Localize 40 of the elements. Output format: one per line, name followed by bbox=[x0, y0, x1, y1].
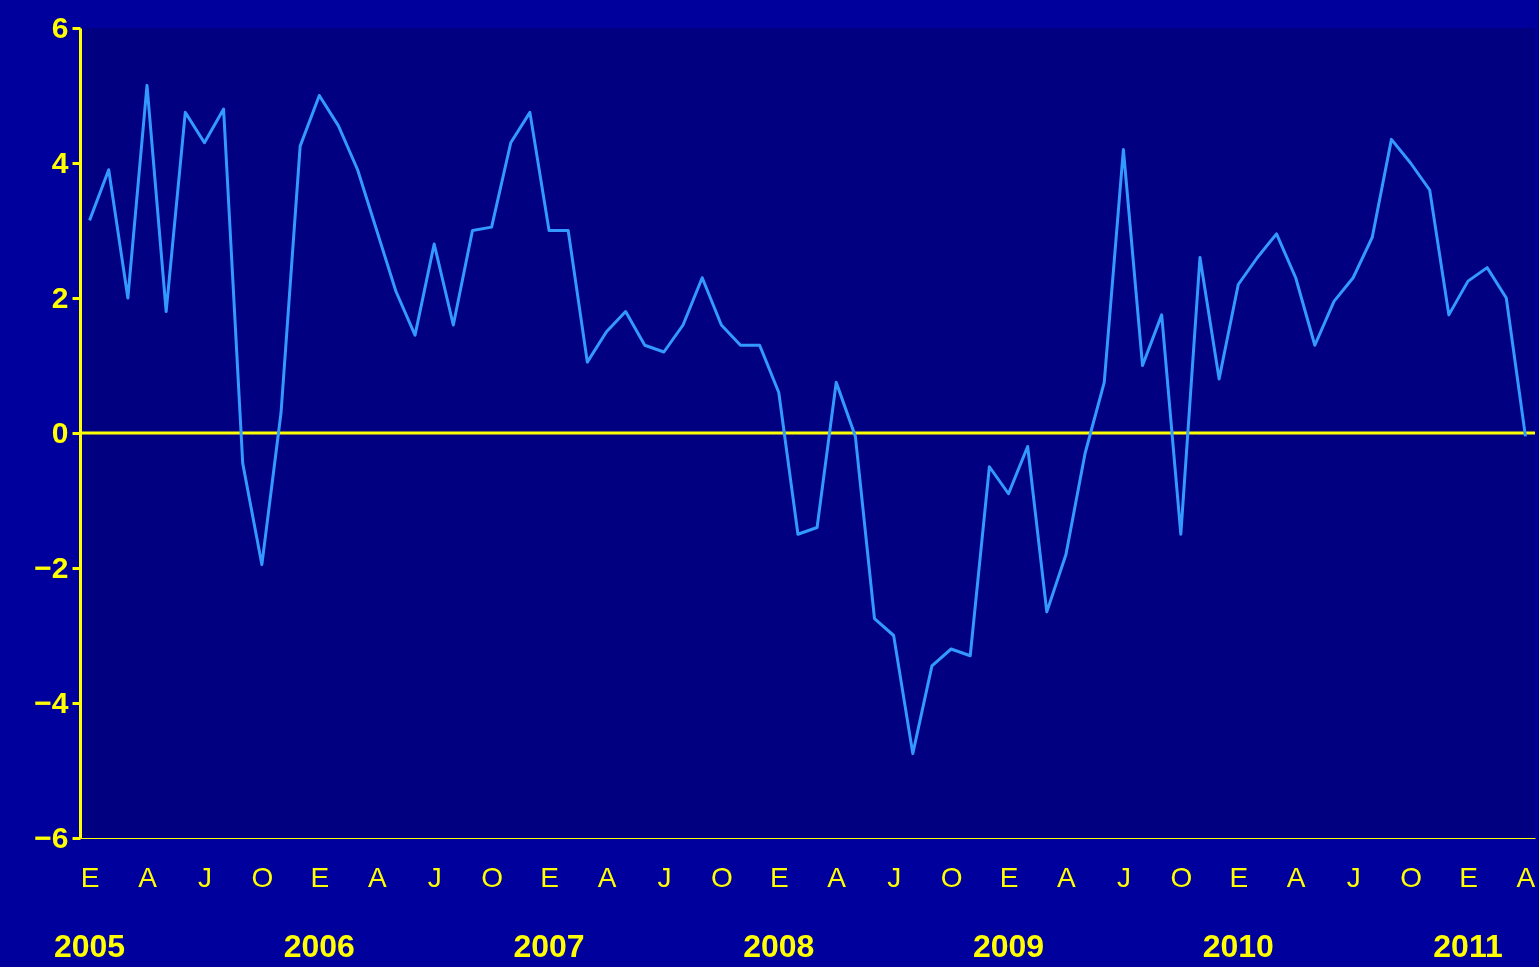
text: 2006 bbox=[283, 928, 355, 964]
x-tick-label: J bbox=[657, 861, 672, 893]
y-tick-label: −4 bbox=[34, 685, 69, 719]
x-tick-label: J bbox=[197, 861, 212, 893]
x-tick-label: J bbox=[1116, 861, 1131, 893]
x-tick-label: E bbox=[999, 861, 1019, 893]
x-tick-label: A bbox=[367, 861, 387, 893]
x-tick-label: E bbox=[310, 861, 330, 893]
x-tick-label: J bbox=[427, 861, 442, 893]
x-tick-label: O bbox=[1400, 861, 1422, 893]
x-tick-label: O bbox=[481, 861, 503, 893]
x-tick-label: E bbox=[80, 861, 100, 893]
x-tick-label: E bbox=[769, 861, 789, 893]
text: 2010 bbox=[1202, 928, 1274, 964]
x-tick-label: O bbox=[940, 861, 963, 893]
x-tick-label: E bbox=[1229, 861, 1249, 893]
text: 2009 bbox=[972, 928, 1045, 964]
text: 2011 bbox=[1433, 928, 1503, 964]
x-tick-label: O bbox=[710, 861, 733, 893]
y-tick-label: −2 bbox=[34, 550, 69, 584]
x-tick-label: O bbox=[251, 861, 274, 893]
text: 2007 bbox=[513, 928, 585, 964]
y-tick-label: −6 bbox=[34, 820, 69, 854]
x-tick-label: J bbox=[887, 861, 902, 893]
x-tick-label: A bbox=[1057, 861, 1077, 893]
x-tick-label: E bbox=[540, 861, 559, 893]
y-tick-label: 0 bbox=[51, 415, 69, 449]
x-tick-label: O bbox=[1170, 861, 1193, 893]
y-tick-label: 4 bbox=[51, 145, 69, 179]
y-tick-label: 2 bbox=[51, 280, 69, 314]
x-tick-label: A bbox=[138, 861, 158, 893]
x-tick-label: A bbox=[1516, 861, 1536, 893]
x-tick-label: E bbox=[1459, 861, 1478, 893]
x-tick-label: A bbox=[597, 861, 617, 893]
x-tick-label: A bbox=[1286, 861, 1306, 893]
y-tick-label: 6 bbox=[51, 10, 69, 44]
x-tick-label: J bbox=[1346, 861, 1361, 893]
text: 2005 bbox=[53, 928, 126, 964]
text: 2008 bbox=[743, 928, 815, 964]
x-tick-label: A bbox=[827, 861, 847, 893]
